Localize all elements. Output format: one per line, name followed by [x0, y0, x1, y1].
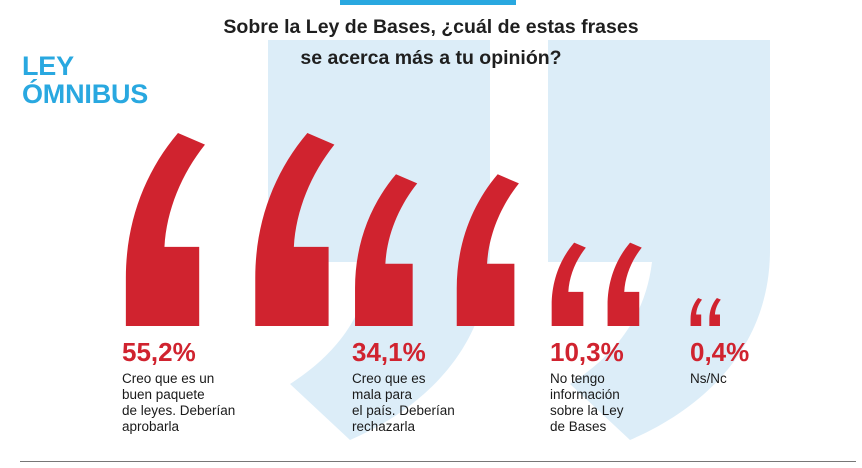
quote-glyph — [709, 298, 721, 326]
category-description: Creo que es mala para el país. Deberían rec… — [352, 371, 455, 435]
description-line: información — [550, 387, 620, 402]
description-line: No tengo — [550, 371, 605, 386]
quote-glyph — [690, 298, 703, 326]
title-line-2: se acerca más a tu opinión? — [300, 47, 562, 69]
quote-glyph — [551, 242, 586, 326]
value-label: 10,3% — [550, 337, 624, 367]
quote-mark-bar-2 — [355, 174, 519, 326]
title-line-1: Sobre la Ley de Bases, ¿cuál de estas fr… — [223, 16, 639, 38]
top-accent-bar — [340, 0, 516, 5]
category-description: No tengo información sobre la Ley de Bases — [550, 371, 624, 435]
quote-glyph — [255, 133, 335, 326]
description-line: aprobarla — [122, 419, 180, 434]
description-line: mala para — [352, 387, 413, 402]
chart-title: Sobre la Ley de Bases, ¿cuál de estas fr… — [150, 12, 712, 74]
value-label: 34,1% — [352, 337, 426, 367]
category-description: Ns/Nc — [690, 371, 727, 387]
description-line: de leyes. Deberían — [122, 403, 236, 418]
description-line: Ns/Nc — [690, 371, 727, 386]
brand-line-1: LEY — [22, 51, 74, 81]
quote-glyph — [456, 174, 519, 326]
quote-glyph — [607, 242, 642, 326]
description-line: Creo que es — [352, 371, 426, 386]
background-quote-right — [548, 40, 770, 440]
quote-mark-bar-1 — [125, 133, 335, 326]
value-label: 0,4% — [690, 337, 749, 367]
category-description: Creo que es un buen paquete de leyes. Debe… — [122, 371, 235, 435]
description-line: el país. Deberían — [352, 403, 455, 418]
description-line: rechazarla — [352, 419, 416, 434]
value-label: 55,2% — [122, 337, 196, 367]
brand-logo: LEY ÓMNIBUS — [22, 52, 222, 108]
quote-mark-bar-4 — [690, 298, 721, 326]
quote-glyph — [125, 133, 205, 326]
description-line: de Bases — [550, 419, 607, 434]
bottom-divider — [20, 461, 856, 462]
quote-mark-bar-3 — [551, 242, 642, 326]
description-line: buen paquete — [122, 387, 205, 402]
description-line: Creo que es un — [122, 371, 215, 386]
brand-line-2: ÓMNIBUS — [22, 79, 149, 109]
description-line: sobre la Ley — [550, 403, 624, 418]
quote-glyph — [355, 174, 418, 326]
